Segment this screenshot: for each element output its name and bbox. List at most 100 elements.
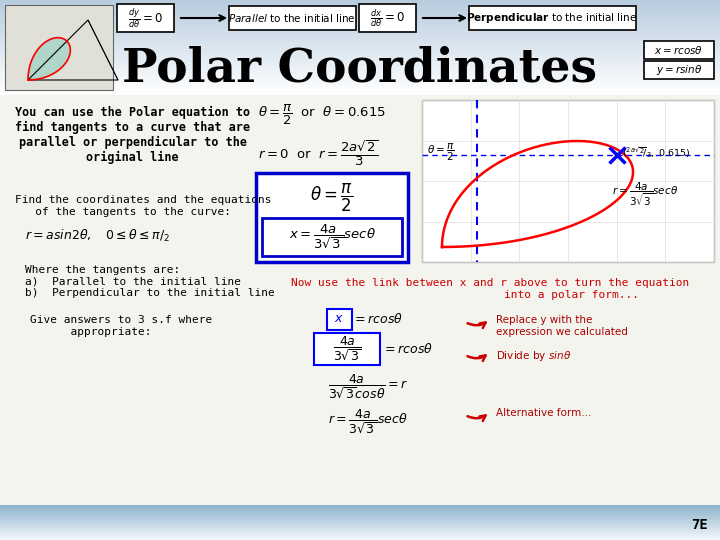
Polygon shape	[28, 38, 71, 80]
Text: Alternative form...: Alternative form...	[496, 408, 591, 418]
Bar	[0, 537, 720, 538]
Bar	[0, 528, 720, 529]
FancyBboxPatch shape	[117, 4, 174, 32]
Bar	[0, 49, 720, 50]
Bar	[0, 10, 720, 11]
Text: $\bf{Perpendicular}$ to the initial line: $\bf{Perpendicular}$ to the initial line	[467, 11, 638, 25]
Bar	[0, 6, 720, 7]
Bar	[0, 17, 720, 18]
Bar	[0, 85, 720, 86]
Bar	[0, 526, 720, 527]
Bar	[0, 18, 720, 19]
Bar	[0, 61, 720, 62]
Bar	[0, 523, 720, 524]
Bar	[0, 59, 720, 60]
Bar	[0, 29, 720, 30]
Bar	[0, 522, 720, 523]
Bar	[0, 67, 720, 68]
Bar	[0, 65, 720, 66]
Text: $\dfrac{4a}{3\sqrt{3}}$: $\dfrac{4a}{3\sqrt{3}}$	[333, 335, 361, 363]
Text: $\it{Parallel}$ to the initial line: $\it{Parallel}$ to the initial line	[228, 12, 356, 24]
Bar	[0, 93, 720, 94]
Bar	[0, 525, 720, 526]
Bar	[0, 70, 720, 71]
Text: Now use the link between x and r above to turn the equation
                    : Now use the link between x and r above t…	[291, 278, 689, 300]
Bar	[0, 75, 720, 76]
Bar	[0, 51, 720, 52]
Bar	[0, 80, 720, 81]
Text: Replace y with the
expression we calculated: Replace y with the expression we calcula…	[496, 315, 628, 336]
Bar	[0, 4, 720, 5]
Bar	[0, 516, 720, 517]
Bar	[0, 512, 720, 513]
Bar	[0, 39, 720, 40]
Bar	[0, 27, 720, 28]
Text: $\dfrac{4a}{3\sqrt{3}cos\theta} = r$: $\dfrac{4a}{3\sqrt{3}cos\theta} = r$	[328, 373, 408, 401]
Bar	[0, 5, 720, 6]
Bar	[0, 15, 720, 16]
Bar	[0, 24, 720, 25]
Bar	[0, 513, 720, 514]
Bar	[0, 508, 720, 509]
Bar	[0, 83, 720, 84]
Bar	[0, 21, 720, 22]
Bar	[0, 23, 720, 24]
Bar	[0, 534, 720, 535]
Bar	[0, 36, 720, 37]
FancyBboxPatch shape	[644, 61, 714, 79]
Text: $x$: $x$	[334, 313, 344, 326]
Bar	[0, 31, 720, 32]
Text: Polar Coordinates: Polar Coordinates	[122, 45, 598, 91]
Bar	[0, 506, 720, 507]
Bar	[0, 25, 720, 26]
Bar	[0, 94, 720, 95]
Bar	[0, 11, 720, 12]
Bar	[0, 1, 720, 2]
Bar	[0, 95, 720, 505]
Bar	[0, 72, 720, 73]
Text: $r = asin2\theta,\quad 0 \leq \theta \leq \pi/_{2}$: $r = asin2\theta,\quad 0 \leq \theta \le…	[25, 228, 170, 244]
Bar	[0, 41, 720, 42]
Bar	[422, 100, 714, 262]
Bar	[0, 35, 720, 36]
Bar	[0, 32, 720, 33]
Text: $\frac{dy}{d\theta}=0$: $\frac{dy}{d\theta}=0$	[127, 6, 163, 30]
Bar	[0, 520, 720, 521]
Bar	[0, 20, 720, 21]
Text: $\theta=\dfrac{\pi}{2}$: $\theta=\dfrac{\pi}{2}$	[427, 141, 455, 163]
Text: 7E: 7E	[692, 518, 708, 532]
Bar	[0, 43, 720, 44]
Bar	[0, 509, 720, 510]
Bar	[0, 514, 720, 515]
Bar	[0, 510, 720, 511]
Bar	[0, 55, 720, 56]
Bar	[0, 531, 720, 532]
Text: $= rcos\theta$: $= rcos\theta$	[352, 312, 403, 326]
Bar	[5, 5, 113, 90]
Bar	[0, 60, 720, 61]
FancyBboxPatch shape	[229, 6, 356, 30]
Bar	[0, 56, 720, 57]
Text: $r = \dfrac{4a}{3\sqrt{3}}sec\theta$: $r = \dfrac{4a}{3\sqrt{3}}sec\theta$	[612, 180, 678, 208]
Bar	[0, 33, 720, 34]
Bar	[0, 77, 720, 78]
Bar	[0, 89, 720, 90]
Bar	[0, 13, 720, 14]
Text: Find the coordinates and the equations
   of the tangents to the curve:: Find the coordinates and the equations o…	[15, 195, 271, 217]
FancyBboxPatch shape	[262, 218, 402, 256]
Bar	[0, 92, 720, 93]
Bar	[0, 527, 720, 528]
Bar	[0, 521, 720, 522]
Bar	[0, 71, 720, 72]
Text: $x = \dfrac{4a}{3\sqrt{3}}sec\theta$: $x = \dfrac{4a}{3\sqrt{3}}sec\theta$	[289, 223, 375, 251]
FancyBboxPatch shape	[314, 333, 380, 365]
Bar	[0, 58, 720, 59]
FancyBboxPatch shape	[469, 6, 636, 30]
Text: $x = rcos\theta$: $x = rcos\theta$	[654, 44, 703, 56]
Bar	[0, 22, 720, 23]
Bar	[0, 78, 720, 79]
Bar	[0, 44, 720, 45]
Bar	[0, 46, 720, 47]
Bar	[0, 48, 720, 49]
Bar	[0, 74, 720, 75]
